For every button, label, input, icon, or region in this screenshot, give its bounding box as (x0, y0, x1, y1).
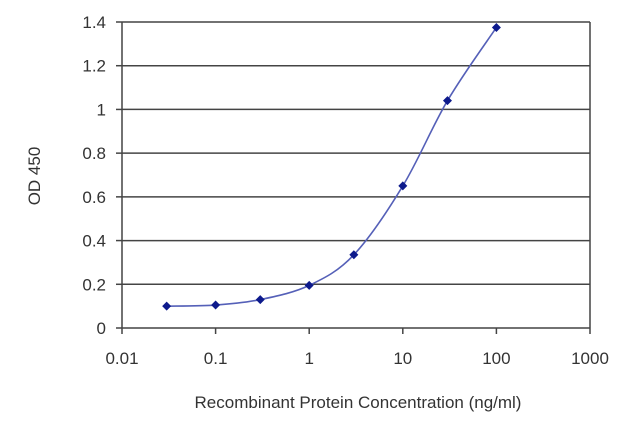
x-axis-title: Recombinant Protein Concentration (ng/ml… (195, 393, 522, 412)
y-tick-label-7: 1.4 (82, 13, 106, 32)
x-tick-label-5: 1000 (571, 349, 609, 368)
y-tick-label-2: 0.4 (82, 232, 106, 251)
series-line-0 (166, 27, 498, 307)
series-layer (162, 22, 501, 311)
y-tick-label-1: 0.2 (82, 275, 106, 294)
data-point-5 (398, 181, 408, 191)
x-tick-label-4: 100 (482, 349, 510, 368)
data-point-6 (442, 96, 452, 106)
grid-layer (122, 21, 590, 286)
data-point-1 (211, 300, 221, 310)
y-tick-label-4: 0.8 (82, 144, 106, 163)
y-tick-label-0: 0 (97, 319, 106, 338)
data-point-7 (491, 22, 501, 32)
y-axis-title: OD 450 (25, 147, 44, 206)
x-tick-label-0: 0.01 (105, 349, 138, 368)
data-point-4 (349, 250, 359, 260)
axes-layer (116, 21, 591, 334)
data-point-0 (162, 301, 172, 311)
y-tick-label-6: 1.2 (82, 57, 106, 76)
y-tick-label-3: 0.6 (82, 188, 106, 207)
data-point-3 (304, 280, 314, 290)
data-point-2 (255, 295, 265, 305)
x-tick-label-1: 0.1 (204, 349, 228, 368)
y-tick-label-5: 1 (97, 100, 106, 119)
x-tick-label-2: 1 (304, 349, 313, 368)
labels-layer: 0 0.2 0.4 0.6 0.8 1 1.2 1.4 0.01 0.1 1 10 100 1000 (82, 13, 609, 368)
x-tick-label-3: 10 (393, 349, 412, 368)
